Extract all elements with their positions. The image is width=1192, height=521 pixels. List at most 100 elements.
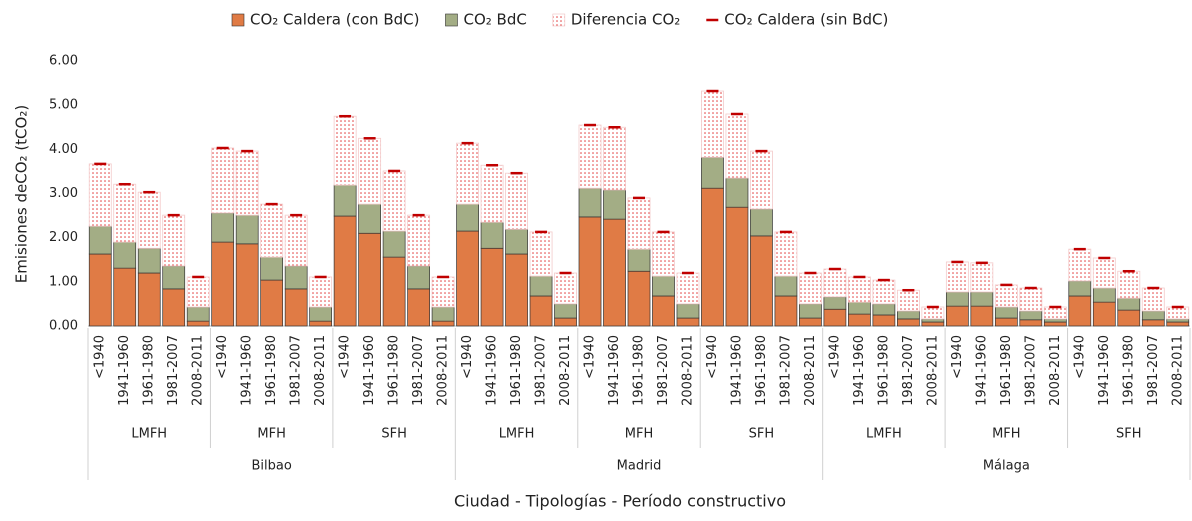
typology-label: LMFH xyxy=(131,427,167,442)
x-tick-label: 1941-1960 xyxy=(729,335,744,406)
bar-segment xyxy=(896,289,920,312)
bar-segment xyxy=(333,184,357,217)
bar-segment xyxy=(1117,297,1141,311)
bar-segment xyxy=(701,90,724,158)
legend-label: CO₂ BdC xyxy=(463,11,526,29)
bar-segment xyxy=(774,231,798,277)
bar-segment xyxy=(945,261,969,293)
bar-segment xyxy=(750,235,773,327)
bar-segment xyxy=(603,218,626,327)
bar-segment xyxy=(921,306,945,320)
bar-segment xyxy=(431,306,455,322)
typology-label: MFH xyxy=(625,427,653,442)
typology-label: SFH xyxy=(749,427,775,442)
x-tick-label: 2008-2011 xyxy=(1170,335,1185,406)
bar-segment xyxy=(529,231,553,277)
x-tick-label: 1961-1980 xyxy=(142,335,157,406)
x-tick-label: 1941-1960 xyxy=(362,335,377,406)
bar-segment xyxy=(750,208,773,237)
bar-segment xyxy=(505,253,528,327)
bar-segment xyxy=(774,295,798,327)
bar-segment xyxy=(1068,295,1092,327)
bar-segment xyxy=(1019,287,1043,312)
bar-segment xyxy=(627,270,651,327)
y-tick-label: 2.00 xyxy=(49,230,78,245)
bar-segment xyxy=(701,187,724,327)
x-tick-label: 1981-2007 xyxy=(656,335,671,406)
bar-segment xyxy=(1019,319,1043,327)
bar-segment xyxy=(505,172,528,230)
bar-segment xyxy=(823,308,847,327)
bar-segment xyxy=(799,317,822,327)
x-tick-label: 1981-2007 xyxy=(166,335,181,406)
bar-segment xyxy=(847,276,871,303)
bar-segment xyxy=(260,279,284,327)
bar-segment xyxy=(578,124,602,189)
typology-label: SFH xyxy=(381,427,407,442)
x-tick-label: 1961-1980 xyxy=(876,335,891,406)
bar-segment xyxy=(1166,321,1190,327)
bar-segment xyxy=(358,203,381,234)
bar-segment xyxy=(970,262,994,293)
bar-segment xyxy=(88,163,112,227)
bar-segment xyxy=(186,320,210,327)
x-tick-label: 1941-1960 xyxy=(852,335,867,406)
bar-segment xyxy=(627,197,651,250)
x-tick-label: <1940 xyxy=(460,335,475,379)
bar-segment xyxy=(480,221,504,249)
y-tick-label: 3.00 xyxy=(49,186,78,201)
bar-segment xyxy=(309,306,333,322)
bar-segment xyxy=(456,203,479,232)
bar-segment xyxy=(970,291,994,307)
bar-segment xyxy=(823,268,847,298)
bar-segment xyxy=(1068,280,1092,297)
bar-segment xyxy=(897,318,920,327)
x-tick-label: <1940 xyxy=(583,335,598,379)
x-tick-label: 1941-1960 xyxy=(485,335,500,406)
x-tick-label: <1940 xyxy=(950,335,965,379)
x-tick-label: 2008-2011 xyxy=(558,335,573,406)
bar-segment xyxy=(652,231,675,277)
x-tick-label: 1981-2007 xyxy=(411,335,426,406)
x-tick-label: <1940 xyxy=(93,335,108,379)
x-tick-label: 1941-1960 xyxy=(1097,335,1112,406)
bar-segment xyxy=(529,295,553,327)
bar-segment xyxy=(1043,318,1067,323)
bar-segment xyxy=(725,206,749,327)
x-tick-label: 1961-1980 xyxy=(264,335,279,406)
bar-segment xyxy=(1068,248,1092,282)
bar-segment xyxy=(627,248,651,272)
x-tick-label: 1981-2007 xyxy=(1023,335,1038,406)
x-tick-label: 1981-2007 xyxy=(778,335,793,406)
x-tick-label: 2008-2011 xyxy=(925,335,940,406)
bar-segment xyxy=(554,303,577,319)
bar-segment xyxy=(235,243,259,327)
legend-swatch xyxy=(445,13,458,27)
bar-segment xyxy=(578,187,602,218)
bar-segment xyxy=(309,276,333,308)
x-tick-label: 2008-2011 xyxy=(313,335,328,406)
bar-segment xyxy=(260,256,284,281)
bar-segment xyxy=(162,214,186,267)
x-tick-label: 1961-1980 xyxy=(509,335,524,406)
x-tick-label: 1961-1980 xyxy=(632,335,647,406)
bar-segment xyxy=(872,303,896,316)
city-label: Bilbao xyxy=(252,459,292,474)
bar-segment xyxy=(1117,309,1141,327)
bar-segment xyxy=(554,317,577,327)
x-tick-label: 2008-2011 xyxy=(1048,335,1063,406)
bar-segment xyxy=(382,256,406,327)
x-tick-label: 2008-2011 xyxy=(436,335,451,406)
bar-segment xyxy=(309,320,333,327)
y-tick-label: 0.00 xyxy=(49,319,78,334)
x-tick-label: 1981-2007 xyxy=(901,335,916,406)
bar-segment xyxy=(480,164,504,223)
bar-segment xyxy=(848,313,871,327)
bar-segment xyxy=(211,212,235,243)
bar-segment xyxy=(480,247,504,327)
typology-label: SFH xyxy=(1116,427,1142,442)
bar-segment xyxy=(284,265,308,290)
x-tick-label: 1981-2007 xyxy=(289,335,304,406)
bar-segment xyxy=(1166,306,1190,320)
bar-segment xyxy=(1092,301,1116,327)
